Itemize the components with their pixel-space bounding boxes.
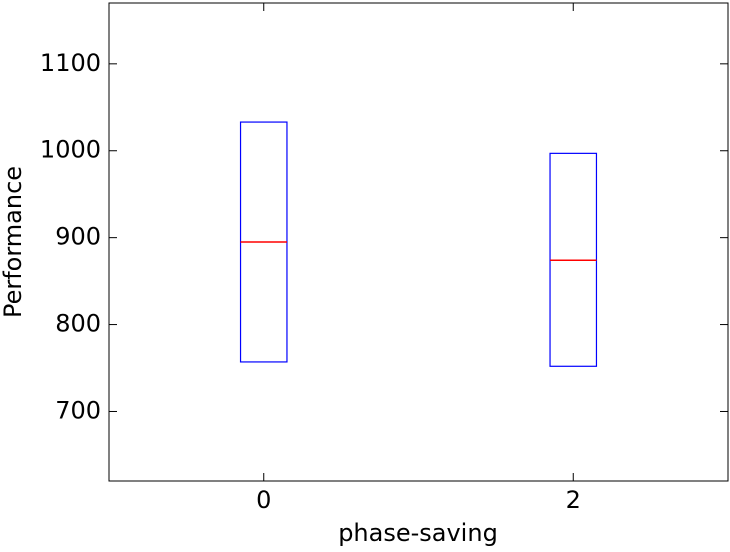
y-tick-label: 1100 <box>40 49 101 77</box>
y-tick-label: 1000 <box>40 136 101 164</box>
y-tick-label: 700 <box>55 396 101 424</box>
x-tick-label: 0 <box>256 486 271 514</box>
x-axis-label: phase-saving <box>338 519 498 547</box>
y-tick-label: 900 <box>55 223 101 251</box>
y-tick-label: 800 <box>55 310 101 338</box>
x-tick-label: 2 <box>566 486 581 514</box>
y-axis-label: Performance <box>0 166 27 318</box>
plot-frame <box>108 2 729 482</box>
